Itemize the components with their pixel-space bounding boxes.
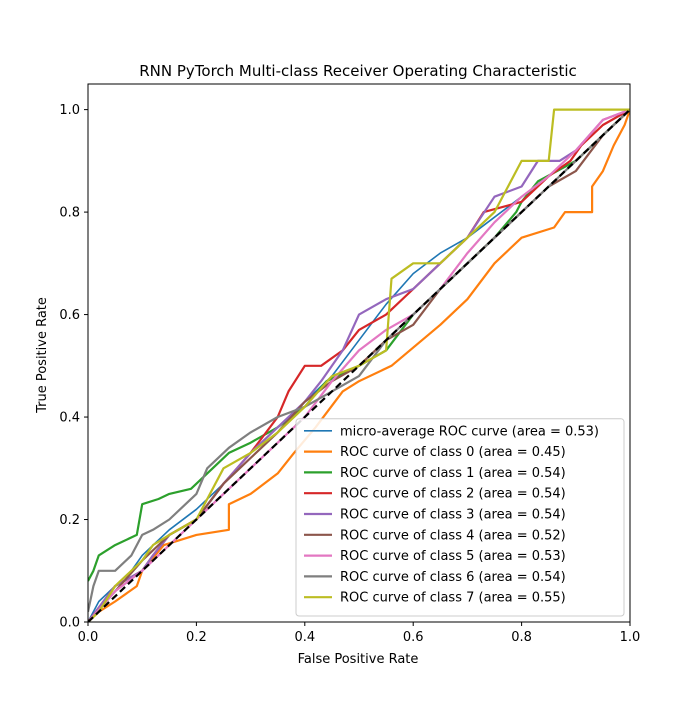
x-tick-label: 0.4 — [294, 630, 315, 645]
y-tick-label: 0.8 — [59, 206, 80, 221]
legend-label-7: ROC curve of class 6 (area = 0.54) — [340, 570, 566, 585]
legend-label-4: ROC curve of class 3 (area = 0.54) — [340, 508, 566, 523]
x-axis-label: False Positive Rate — [298, 652, 419, 667]
legend-label-2: ROC curve of class 1 (area = 0.54) — [340, 466, 566, 481]
x-tick-label: 0.2 — [186, 630, 207, 645]
legend-label-1: ROC curve of class 0 (area = 0.45) — [340, 445, 566, 460]
roc-series-line-1 — [88, 109, 630, 622]
chance-diagonal-line — [88, 108, 630, 622]
y-tick-label: 0.2 — [59, 513, 80, 528]
roc-series-line-8 — [88, 108, 630, 622]
legend-label-0: micro-average ROC curve (area = 0.53) — [340, 424, 599, 439]
legend-label-5: ROC curve of class 4 (area = 0.52) — [340, 528, 566, 543]
x-tick-label: 0.6 — [403, 630, 424, 645]
legend-label-6: ROC curve of class 5 (area = 0.53) — [340, 549, 566, 564]
chart-title: RNN PyTorch Multi-class Receiver Operati… — [139, 62, 577, 80]
y-tick-label: 0.6 — [59, 308, 80, 323]
x-tick-label: 0.0 — [78, 630, 99, 645]
y-tick-label: 0.0 — [59, 616, 80, 631]
y-tick-label: 0.4 — [59, 411, 80, 426]
y-tick-label: 1.0 — [59, 103, 80, 118]
x-tick-label: 0.8 — [511, 630, 532, 645]
roc-series-line-7 — [88, 108, 630, 613]
x-tick-label: 1.0 — [620, 630, 641, 645]
axes-frame — [87, 83, 631, 623]
legend-label-3: ROC curve of class 2 (area = 0.54) — [340, 487, 566, 502]
plot-area: 0.0 0.2 0.4 0.6 0.8 1.0 0.0 0.2 0.4 0.6 0.8 1.0 micr… — [59, 83, 641, 645]
legend-label-8: ROC curve of class 7 (area = 0.55) — [340, 591, 566, 606]
legend-box — [295, 418, 625, 617]
y-axis-label: True Positive Rate — [35, 297, 50, 414]
